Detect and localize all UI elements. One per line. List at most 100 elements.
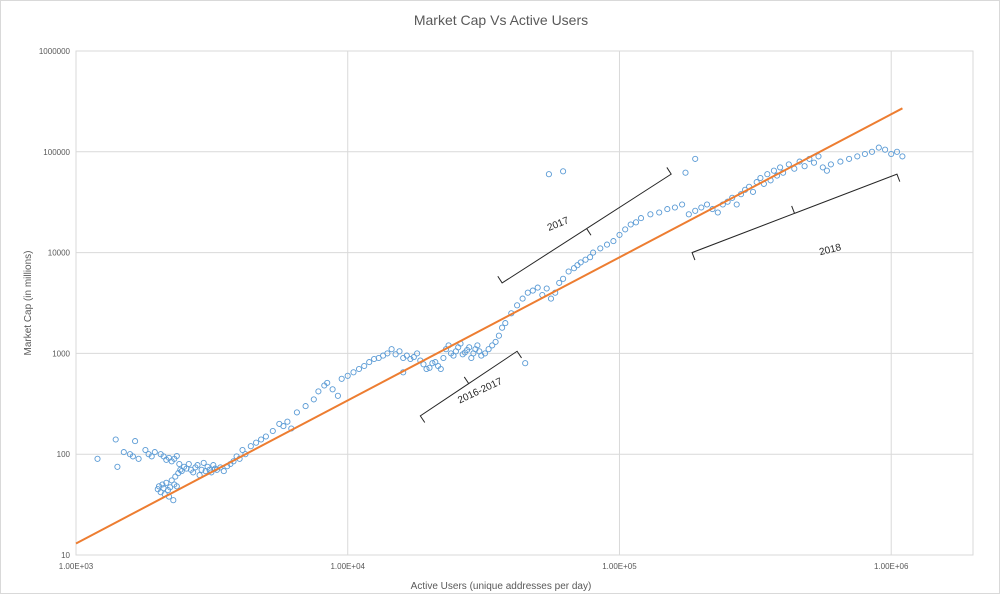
data-point	[420, 361, 427, 368]
annotations: 2017 2018 2016-2017	[419, 167, 901, 423]
data-point	[590, 249, 597, 256]
bracket-2018	[691, 173, 901, 261]
data-point	[749, 188, 757, 195]
data-point	[403, 352, 410, 359]
data-point	[656, 209, 663, 216]
data-point	[637, 215, 645, 222]
data-point	[888, 150, 895, 158]
data-point	[94, 455, 101, 462]
data-point	[315, 388, 322, 395]
y-tick-label: 100	[57, 450, 71, 459]
annotation-2016-2017: 2016-2017	[456, 376, 504, 406]
data-point	[603, 241, 611, 248]
data-point	[698, 204, 705, 211]
y-tick-label: 10000	[48, 249, 71, 258]
data-point	[733, 201, 740, 208]
data-point	[543, 285, 550, 292]
data-point	[846, 155, 853, 162]
data-point	[801, 163, 808, 170]
data-point	[338, 375, 345, 382]
data-point	[610, 238, 617, 245]
data-point	[135, 455, 142, 462]
data-point	[582, 256, 589, 263]
annotation-2018: 2018	[818, 242, 843, 258]
data-point	[622, 226, 629, 233]
data-point	[837, 158, 844, 165]
data-point	[534, 284, 541, 291]
y-tick-label: 1000	[52, 349, 70, 358]
data-point	[334, 392, 341, 399]
plot-area-border	[75, 50, 974, 556]
data-point	[204, 463, 211, 470]
data-point	[499, 324, 506, 331]
data-point	[777, 164, 784, 171]
data-point	[208, 469, 215, 476]
data-point	[810, 159, 818, 166]
data-point	[545, 171, 552, 178]
data-point	[899, 153, 906, 160]
data-point	[242, 451, 249, 458]
data-point	[384, 350, 391, 357]
y-axis-label: Market Cap (in millions)	[23, 250, 34, 355]
x-tick-label: 1.00E+03	[59, 562, 94, 571]
data-point	[437, 365, 444, 373]
data-point	[729, 194, 736, 201]
data-point	[692, 155, 699, 162]
data-point	[310, 396, 317, 403]
data-point	[647, 211, 654, 218]
data-point	[432, 359, 439, 366]
data-points	[94, 144, 906, 504]
data-point	[172, 473, 179, 480]
data-point	[392, 351, 399, 358]
bracket-2017	[497, 167, 672, 284]
data-point	[440, 354, 447, 362]
data-point	[258, 436, 265, 443]
data-point	[350, 369, 357, 376]
data-point	[173, 483, 180, 490]
data-point	[597, 245, 604, 252]
data-point	[426, 364, 433, 371]
data-point	[474, 342, 481, 349]
data-point	[570, 265, 578, 272]
data-point	[664, 206, 671, 213]
data-point	[190, 469, 197, 476]
data-point	[269, 427, 276, 435]
data-point	[410, 354, 417, 361]
data-point	[685, 211, 692, 218]
data-point	[587, 254, 594, 261]
data-point	[344, 372, 351, 379]
data-point	[529, 287, 536, 294]
data-point	[185, 460, 192, 468]
annotation-2017: 2017	[546, 215, 571, 234]
data-point	[692, 207, 699, 214]
data-point	[565, 268, 572, 275]
data-point	[423, 365, 430, 373]
bracket-2016-2017	[419, 350, 522, 423]
data-point	[163, 479, 170, 486]
data-point	[893, 148, 901, 155]
trendline	[75, 107, 903, 545]
data-point	[671, 204, 678, 211]
data-point	[868, 148, 876, 155]
data-point	[407, 355, 414, 363]
data-point	[502, 320, 509, 327]
data-point	[682, 169, 689, 176]
data-point	[142, 446, 149, 454]
data-point	[466, 344, 473, 351]
tick-labels: 10 100 1000 10000 100000 1000000 1.00E+03 1.00E…	[39, 47, 909, 571]
data-point	[770, 167, 777, 174]
data-point	[302, 403, 309, 410]
data-point	[355, 365, 363, 373]
data-point	[492, 338, 499, 345]
y-tick-label: 100000	[43, 148, 70, 157]
data-point	[815, 153, 822, 160]
data-point	[875, 144, 882, 151]
data-point	[519, 295, 526, 302]
data-point	[247, 443, 254, 450]
data-point	[151, 449, 158, 456]
data-point	[757, 174, 764, 182]
data-point	[632, 219, 640, 226]
data-point	[366, 359, 373, 366]
